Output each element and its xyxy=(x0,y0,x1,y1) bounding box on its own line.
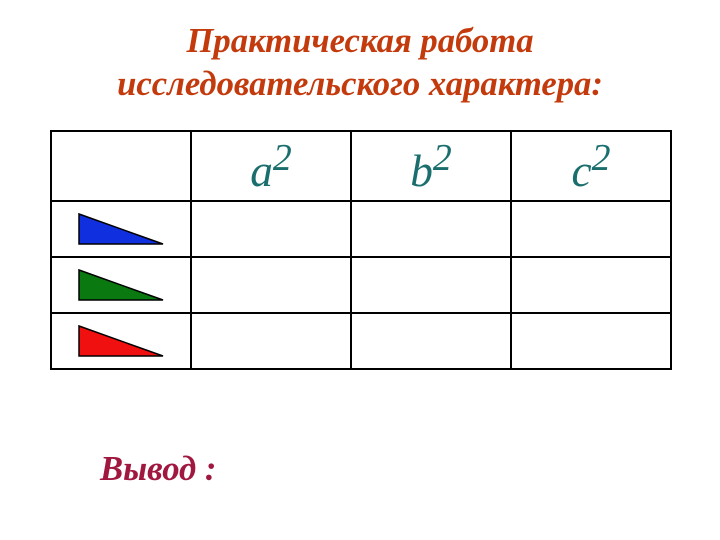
column-header-b2: b2 xyxy=(410,146,452,196)
value-cell-a2 xyxy=(191,257,351,313)
column-header-base: b xyxy=(410,146,433,196)
title-line-1: Практическая работа xyxy=(186,22,533,60)
value-cell-b2 xyxy=(351,257,511,313)
table-row xyxy=(51,201,671,257)
triangle-icon xyxy=(75,266,167,304)
column-header-base: c xyxy=(571,146,591,196)
triangle-cell xyxy=(51,201,191,257)
column-header-a2: a2 xyxy=(250,146,292,196)
value-cell-c2 xyxy=(511,201,671,257)
conclusion-label: Вывод : xyxy=(100,450,216,489)
value-cell-a2 xyxy=(191,201,351,257)
column-header-c2: c2 xyxy=(571,146,610,196)
title-line-2: исследовательского характера: xyxy=(117,65,603,103)
table-header-cell xyxy=(51,131,191,201)
triangle-wrap xyxy=(52,258,190,312)
value-cell-c2 xyxy=(511,257,671,313)
slide: Практическая работа исследовательского х… xyxy=(0,0,720,540)
table-header-cell: c2 xyxy=(511,131,671,201)
column-header-sup: 2 xyxy=(592,136,611,178)
triangle-icon xyxy=(75,210,167,248)
column-header-base: a xyxy=(250,146,273,196)
column-header-sup: 2 xyxy=(433,136,452,178)
triangle-wrap xyxy=(52,314,190,368)
slide-title: Практическая работа исследовательского х… xyxy=(0,20,720,107)
value-cell-a2 xyxy=(191,313,351,369)
table-row xyxy=(51,257,671,313)
value-cell-b2 xyxy=(351,201,511,257)
triangle-wrap xyxy=(52,202,190,256)
value-cell-b2 xyxy=(351,313,511,369)
column-header-sup: 2 xyxy=(273,136,292,178)
triangle-icon xyxy=(75,322,167,360)
table-header-cell: a2 xyxy=(191,131,351,201)
table-header-row: a2b2c2 xyxy=(51,131,671,201)
triangle-cell xyxy=(51,313,191,369)
table-header-cell: b2 xyxy=(351,131,511,201)
triangle-cell xyxy=(51,257,191,313)
table-row xyxy=(51,313,671,369)
value-cell-c2 xyxy=(511,313,671,369)
data-table: a2b2c2 xyxy=(50,130,672,370)
